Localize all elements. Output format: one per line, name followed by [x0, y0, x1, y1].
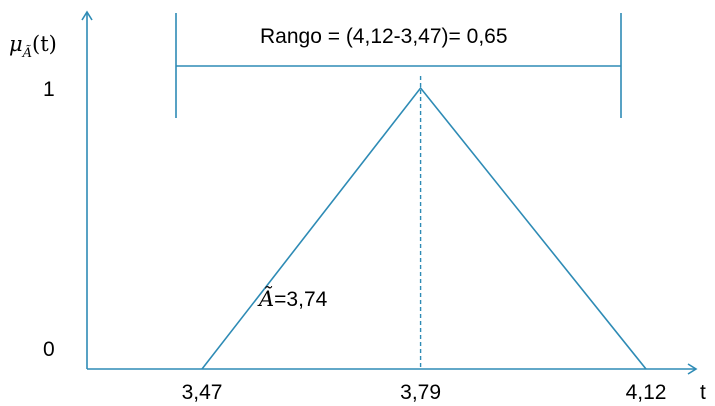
y-tick-one: 1	[43, 78, 55, 101]
centroid-symbol: Ã	[257, 287, 274, 311]
y-axis-label-sub: Ã	[22, 45, 32, 61]
y-axis-label-arg: (t)	[32, 32, 57, 56]
y-tick-zero: 0	[43, 338, 55, 361]
x-axis-label: t	[700, 381, 706, 404]
centroid-label: Ã=3,74	[257, 287, 328, 311]
x-tick-peak: 3,79	[400, 381, 441, 404]
y-axis-label-mu: μ	[9, 32, 23, 56]
y-axis-label: μÃ(t)	[9, 32, 57, 61]
x-tick-right: 4,12	[626, 381, 667, 404]
x-tick-left: 3,47	[182, 381, 223, 404]
triangle-membership-function	[201, 86, 647, 370]
range-annotation: Rango = (4,12-3,47)= 0,65	[260, 25, 508, 48]
centroid-value: =3,74	[274, 288, 327, 311]
